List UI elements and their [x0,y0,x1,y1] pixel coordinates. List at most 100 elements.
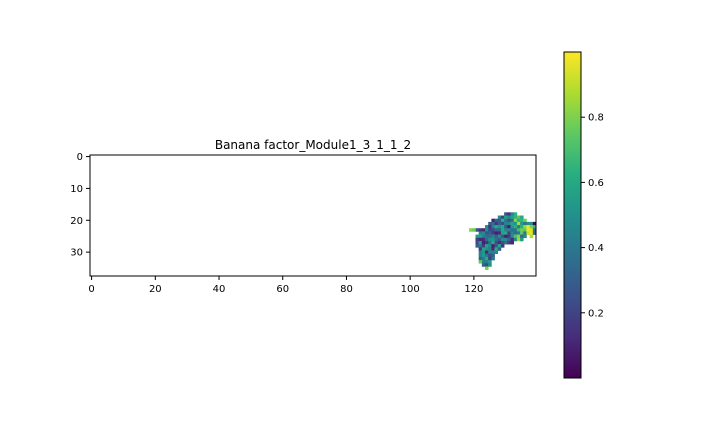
plot-area: 0 20 40 60 80 100 120 0 10 20 30 [70,152,537,295]
heatmap-cell [469,228,473,232]
heatmap-cell [485,250,489,255]
y-tick-label: 20 [70,216,83,227]
heatmap-cell [481,231,486,235]
heatmap-cell [485,253,489,258]
heatmap-cell [485,260,489,264]
heatmap-cell [491,253,495,258]
heatmap-cell [500,228,505,232]
heatmap-cell [478,240,483,245]
heatmap-cell [485,256,489,261]
chart-title: Banana factor_Module1_3_1_1_2 [215,138,411,152]
heatmap-cell [504,225,508,229]
heatmap-cell [494,228,499,232]
heatmap-cell [475,228,479,232]
heatmap-cell [481,234,486,239]
heatmap-cell [497,237,502,242]
heatmap-cell [494,237,499,242]
heatmap-cell [513,212,518,216]
heatmap-cell [500,234,505,239]
colorbar-frame [563,51,582,379]
heatmap-cell [523,228,527,232]
heatmap-cell [520,221,524,226]
heatmap-cell [529,221,534,226]
heatmap-cell [485,266,489,270]
heatmap-cell [510,225,514,229]
heatmap-cell [491,250,495,255]
heatmap-cell [485,225,489,229]
heatmap-cell [500,225,505,229]
heatmap-cell [520,231,524,235]
heatmap-cell [497,231,502,235]
heatmap-cell [481,260,486,264]
heatmap-cell [478,250,483,255]
heatmap-cell [513,237,518,242]
heatmap-cell [504,228,508,232]
heatmap-cell [481,250,486,255]
heatmap-cell [497,215,502,219]
heatmap-cell [516,237,521,242]
heatmap-cell [481,228,486,232]
heatmap-cell [497,225,502,229]
heatmap-cell [488,263,492,267]
heatmap-cell [523,234,527,239]
heatmap-cell [523,231,527,235]
heatmap-cell [478,247,483,251]
heatmap-cell [491,237,495,242]
heatmap-cell [491,234,495,239]
heatmap-cell [510,212,514,216]
heatmap-cell [504,212,508,216]
heatmap-cell [491,244,495,248]
heatmap-cell [494,231,499,235]
heatmap-cell [529,231,534,235]
heatmap-cell [504,215,508,219]
heatmap-cell [523,221,527,226]
heatmap-cell [488,256,492,261]
heatmap-cell [500,237,505,242]
heatmap-cell [507,234,511,239]
heatmap-cell [478,228,483,232]
colorbar-gradient [564,52,581,378]
heatmap-cell [516,228,521,232]
heatmap-cell [510,228,514,232]
heatmap-cell [475,237,479,242]
heatmap-cell [481,253,486,258]
heatmap-cell [478,237,483,242]
heatmap-cell [481,263,486,267]
heatmap-cell [516,225,521,229]
heatmap-cell [481,244,486,248]
heatmap-cell [520,237,524,242]
heatmap-cell [516,221,521,226]
heatmap-cell [510,218,514,223]
x-tick-label: 100 [401,284,420,295]
heatmap-cell [504,234,508,239]
heatmap-cell [472,228,476,232]
heatmap-cell [504,231,508,235]
heatmap-cell [494,250,499,255]
heatmap-cell [494,244,499,248]
heatmap-cell [510,234,514,239]
heatmap-cell [491,221,495,226]
heatmap-cell [494,240,499,245]
heatmap-cell [500,231,505,235]
heatmap-cell [526,225,530,229]
heatmap-cell [513,225,518,229]
heatmap-cell [488,260,492,264]
heatmap-cell [497,244,502,248]
heatmap-cell [510,221,514,226]
heatmap-cell [516,231,521,235]
y-tick-label: 30 [70,248,83,259]
heatmap-cell [526,221,530,226]
heatmap-cell [513,218,518,223]
heatmap-cell [488,253,492,258]
x-tick-label: 120 [464,284,483,295]
heatmap-cell [516,215,521,219]
heatmap-cell [497,234,502,239]
heatmap-cell [513,228,518,232]
heatmap-cell [504,221,508,226]
heatmap-cell [478,253,483,258]
colorbar-ticks: 0.2 0.4 0.6 0.8 [581,113,604,319]
heatmap-cell [488,250,492,255]
heatmap-cell [513,215,518,219]
heatmap-cell [485,247,489,251]
